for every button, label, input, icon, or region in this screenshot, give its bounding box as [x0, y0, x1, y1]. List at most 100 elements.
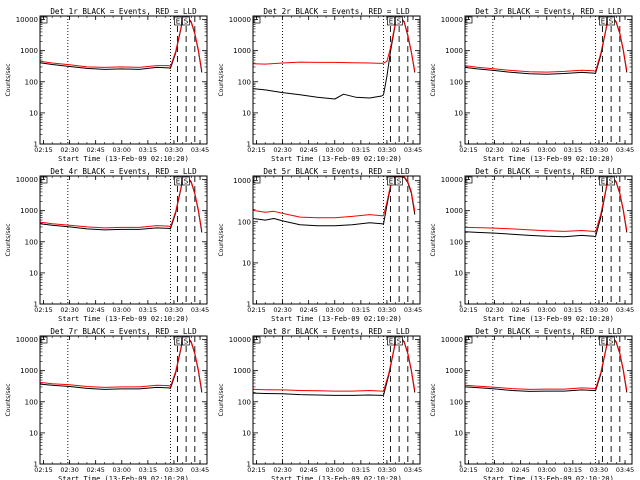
y-axis-label: Counts/sec [5, 63, 12, 96]
x-tick-label: 03:30 [378, 466, 396, 474]
y-axis-label: Counts/sec [218, 223, 225, 256]
panel-title: Det 4r BLACK = Events, RED = LLD [50, 167, 197, 176]
chart-panel-1: Det 1r BLACK = Events, RED = LLD Counts/s… [5, 7, 209, 163]
x-tick-label: 02:45 [86, 306, 104, 314]
x-axis-label: Start Time (13-Feb-09 02:10:20) [271, 155, 402, 163]
x-tick-label: 03:45 [616, 306, 634, 314]
lld-line [464, 337, 628, 391]
y-tick-label: 1000 [233, 177, 251, 185]
legend-box [182, 336, 190, 346]
plot-frame [39, 335, 208, 465]
legend-box-label: S [609, 338, 614, 346]
y-tick-label: 100 [450, 238, 463, 246]
x-axis-label: Start Time (13-Feb-09 02:10:20) [483, 475, 614, 480]
y-tick-label: 10000 [16, 176, 38, 184]
plot-frame [252, 15, 421, 145]
x-tick-label: 02:15 [247, 146, 265, 154]
y-tick-label: 100 [238, 78, 251, 86]
marker-box [40, 176, 48, 184]
x-tick-label: 02:45 [86, 146, 104, 154]
x-tick-label: 02:30 [60, 466, 78, 474]
x-tick-label: 03:30 [590, 466, 608, 474]
legend-box [395, 176, 403, 186]
legend-box-label: S [609, 178, 614, 186]
panel-title: Det 3r BLACK = Events, RED = LLD [475, 7, 622, 16]
panel-title: Det 7r BLACK = Events, RED = LLD [50, 327, 197, 336]
y-tick-label: 1 [459, 141, 463, 149]
panel-title: Det 8r BLACK = Events, RED = LLD [263, 327, 410, 336]
y-tick-label: 10 [454, 269, 463, 277]
legend-box-label: E [176, 18, 180, 26]
legend-box-label: E [601, 338, 605, 346]
legend-box-label: E [389, 18, 393, 26]
y-tick-label: 10 [242, 259, 251, 267]
legend-box [174, 16, 182, 26]
y-tick-label: 1000 [445, 207, 463, 215]
x-tick-label: 03:00 [538, 146, 556, 154]
panel-title: Det 2r BLACK = Events, RED = LLD [263, 7, 410, 16]
legend-box-label: S [609, 18, 614, 26]
y-tick-label: 10000 [441, 16, 463, 24]
legend-box [607, 16, 615, 26]
marker-box [253, 176, 261, 184]
marker-box [465, 176, 473, 184]
x-tick-label: 03:30 [378, 146, 396, 154]
y-tick-label: 1000 [445, 367, 463, 375]
lld-line [39, 177, 203, 231]
chart-panel-6: Det 6r BLACK = Events, RED = LLD Counts/s… [430, 167, 634, 323]
lld-line [464, 177, 628, 233]
x-tick-label: 02:15 [247, 306, 265, 314]
legend-box [387, 336, 395, 346]
y-tick-label: 1 [34, 301, 38, 309]
x-tick-label: 03:15 [352, 146, 370, 154]
y-tick-label: 1 [247, 461, 251, 469]
y-axis-label: Counts/sec [430, 63, 437, 96]
x-tick-label: 02:45 [299, 146, 317, 154]
x-tick-label: 03:00 [113, 306, 131, 314]
x-axis-label: Start Time (13-Feb-09 02:10:20) [58, 475, 189, 480]
x-tick-label: 03:00 [113, 146, 131, 154]
legend-box-label: S [397, 178, 402, 186]
x-tick-label: 02:30 [485, 466, 503, 474]
plot-frame [39, 15, 208, 145]
x-tick-label: 03:30 [590, 306, 608, 314]
legend-box-label: E [176, 338, 180, 346]
x-tick-label: 02:30 [60, 146, 78, 154]
x-tick-label: 02:30 [273, 306, 291, 314]
legend-box-label: E [389, 338, 393, 346]
plot-frame [464, 175, 633, 305]
x-tick-label: 02:15 [459, 306, 477, 314]
chart-panel-8: Det 8r BLACK = Events, RED = LLD Counts/s… [218, 327, 422, 480]
marker-box [465, 336, 473, 344]
y-axis-label: Counts/sec [430, 223, 437, 256]
x-tick-label: 03:45 [616, 146, 634, 154]
x-tick-label: 03:00 [113, 466, 131, 474]
x-tick-label: 02:15 [34, 306, 52, 314]
y-tick-label: 1000 [20, 47, 38, 55]
x-tick-label: 03:00 [326, 306, 344, 314]
y-tick-label: 1 [247, 141, 251, 149]
y-axis-label: Counts/sec [218, 383, 225, 416]
legend-box [395, 16, 403, 26]
panel-title: Det 5r BLACK = Events, RED = LLD [263, 167, 410, 176]
lld-line [39, 17, 203, 71]
x-tick-label: 03:45 [191, 146, 209, 154]
x-axis-label: Start Time (13-Feb-09 02:10:20) [483, 155, 614, 163]
x-axis-label: Start Time (13-Feb-09 02:10:20) [58, 315, 189, 323]
x-tick-label: 03:15 [139, 466, 157, 474]
plot-frame [39, 175, 208, 305]
x-tick-label: 02:30 [485, 306, 503, 314]
legend-box [174, 176, 182, 186]
x-tick-label: 03:30 [165, 146, 183, 154]
lld-line [39, 337, 203, 391]
chart-panel-2: Det 2r BLACK = Events, RED = LLD Counts/s… [218, 7, 422, 163]
y-tick-label: 100 [450, 398, 463, 406]
y-axis-label: Counts/sec [5, 223, 12, 256]
legend-box [387, 16, 395, 26]
legend-box-label: S [397, 338, 402, 346]
legend-box [387, 176, 395, 186]
y-tick-label: 100 [25, 78, 38, 86]
x-axis-label: Start Time (13-Feb-09 02:10:20) [271, 315, 402, 323]
legend-box [174, 336, 182, 346]
